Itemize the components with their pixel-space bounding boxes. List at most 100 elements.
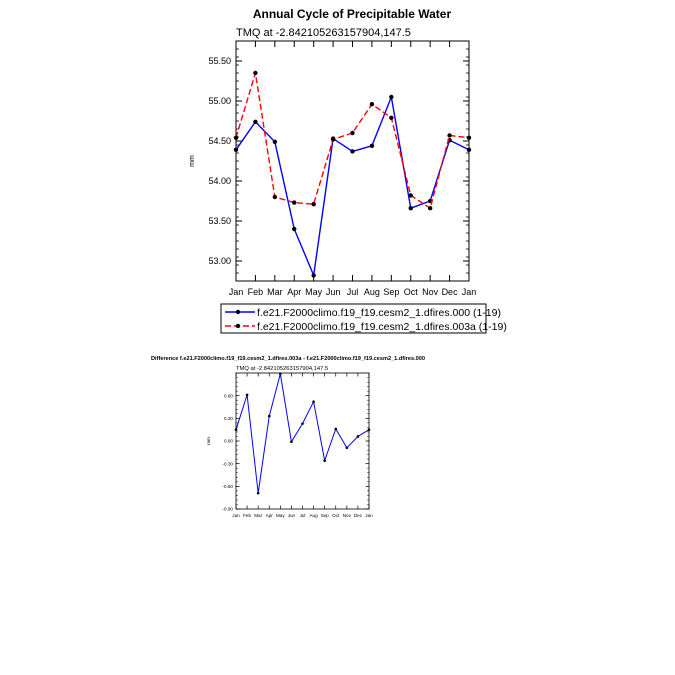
legend-marker-series-1 <box>235 309 241 315</box>
legend-box <box>220 303 487 334</box>
x-tick-label: Feb <box>248 287 264 297</box>
series-2-point <box>408 193 413 198</box>
diff-series-group <box>234 372 371 495</box>
x-tick-label: Jun <box>326 287 341 297</box>
main-axis-ticks <box>235 40 470 282</box>
series-2-point <box>466 135 472 140</box>
diff-y-tick-labels: -0.90 -0.60 -0.30 0.00 0.30 0.60 <box>223 393 234 511</box>
diff-chart-title: Difference f.e21.F2000climo.f19_f19.cesm… <box>151 356 425 362</box>
x-tick-label: Jul <box>300 513 306 518</box>
series-1-point <box>323 459 326 462</box>
legend-label-series-2: f.e21.F2000climo.f19_f19.cesm2_1.dfires.… <box>257 321 507 333</box>
y-tick-label: -0.30 <box>223 461 234 466</box>
diff-chart: Difference f.e21.F2000climo.f19_f19.cesm… <box>151 356 425 518</box>
x-tick-label: Oct <box>404 287 419 297</box>
y-tick-label: 0.60 <box>224 393 233 398</box>
y-tick-label: 53.50 <box>208 216 231 226</box>
x-tick-label: Aug <box>309 513 318 518</box>
y-tick-label: 54.00 <box>208 176 231 186</box>
series-2-point <box>253 70 258 76</box>
legend-marker-series-2 <box>235 323 241 329</box>
series-line-1 <box>235 373 370 494</box>
y-tick-label: 55.00 <box>208 96 231 106</box>
series-1-point <box>256 491 260 495</box>
diff-plot-frame <box>235 372 370 510</box>
series-1-point <box>334 427 338 431</box>
diff-axis-ticks <box>235 372 370 510</box>
x-tick-label: Oct <box>332 513 340 518</box>
x-tick-label: Sep <box>321 513 330 518</box>
x-tick-label: Mar <box>267 287 283 297</box>
y-tick-label: -0.90 <box>223 507 234 512</box>
x-tick-label: May <box>276 513 285 518</box>
series-line-1 <box>235 96 470 277</box>
series-2-point <box>330 137 336 142</box>
legend-label-series-1: f.e21.F2000climo.f19_f19.cesm2_1.dfires.… <box>257 307 501 319</box>
diff-chart-subtitle: TMQ at -2.842105263157904,147.5 <box>236 366 328 372</box>
x-tick-label: Jan <box>232 513 240 518</box>
y-tick-label: 0.00 <box>224 439 233 444</box>
series-1-point <box>279 372 282 376</box>
series-2-point <box>233 135 239 140</box>
series-1-point <box>290 440 293 444</box>
y-tick-label: 55.50 <box>208 56 231 66</box>
series-1-point <box>301 422 304 425</box>
series-2-point <box>369 102 375 107</box>
diff-x-tick-labels: Jan Feb Mar Apr May Jun Jul Aug Sep Oct Nov Dec Jan <box>232 513 373 518</box>
main-series-group <box>233 70 472 278</box>
main-x-tick-labels: Jan Feb Mar Apr May Jun Jul Aug Sep Oct Nov Dec Jan <box>229 287 477 297</box>
series-1-point <box>267 414 271 418</box>
x-tick-label: Jan <box>462 287 477 297</box>
series-1-point <box>408 206 413 211</box>
series-1-point <box>312 400 315 404</box>
series-1-point <box>272 139 278 144</box>
series-1-point <box>311 273 316 278</box>
series-1-point <box>245 393 249 397</box>
series-2-point <box>427 206 433 211</box>
series-1-point <box>253 119 258 125</box>
series-1-point <box>345 446 349 450</box>
x-tick-label: Sep <box>383 287 399 297</box>
x-tick-label: Jan <box>365 513 373 518</box>
x-tick-label: Dec <box>442 287 459 297</box>
series-2-point <box>272 194 278 200</box>
series-1-point <box>389 94 394 100</box>
x-tick-label: Apr <box>287 287 301 297</box>
series-1-point <box>292 226 297 232</box>
x-tick-label: Jun <box>288 513 296 518</box>
main-plot-frame <box>235 40 470 282</box>
diff-y-axis-label: mm <box>206 437 211 445</box>
series-2-point <box>292 200 297 205</box>
series-1-point <box>350 149 355 154</box>
main-y-tick-labels: 53.00 53.50 54.00 54.50 55.00 55.50 <box>208 56 231 266</box>
x-tick-label: Nov <box>422 287 439 297</box>
x-tick-label: Mar <box>254 513 262 518</box>
series-1-point <box>234 428 238 431</box>
series-2-point <box>389 115 394 121</box>
x-tick-label: Apr <box>266 513 274 518</box>
series-1-point <box>356 435 360 438</box>
main-y-axis-label: mm <box>189 155 196 167</box>
x-tick-label: May <box>305 287 323 297</box>
y-tick-label: 53.00 <box>208 256 231 266</box>
main-chart-subtitle: TMQ at -2.842105263157904,147.5 <box>236 27 411 39</box>
x-tick-label: Dec <box>354 513 363 518</box>
x-tick-label: Aug <box>364 287 380 297</box>
x-tick-label: Feb <box>243 513 251 518</box>
series-2-point <box>311 202 316 207</box>
x-tick-label: Jan <box>229 287 244 297</box>
series-1-point <box>369 143 375 148</box>
y-tick-label: -0.60 <box>223 484 234 489</box>
series-1-point <box>466 147 472 152</box>
main-chart: Annual Cycle of Precipitable Water TMQ a… <box>189 7 507 334</box>
x-tick-label: Jul <box>347 287 359 297</box>
x-tick-label: Nov <box>343 513 352 518</box>
main-legend: f.e21.F2000climo.f19_f19.cesm2_1.dfires.… <box>220 303 507 334</box>
y-tick-label: 54.50 <box>208 136 231 146</box>
y-tick-label: 0.30 <box>224 416 233 421</box>
series-1-point <box>233 147 239 152</box>
series-2-point <box>447 133 452 138</box>
series-1-point <box>367 428 371 431</box>
series-2-point <box>350 130 355 136</box>
